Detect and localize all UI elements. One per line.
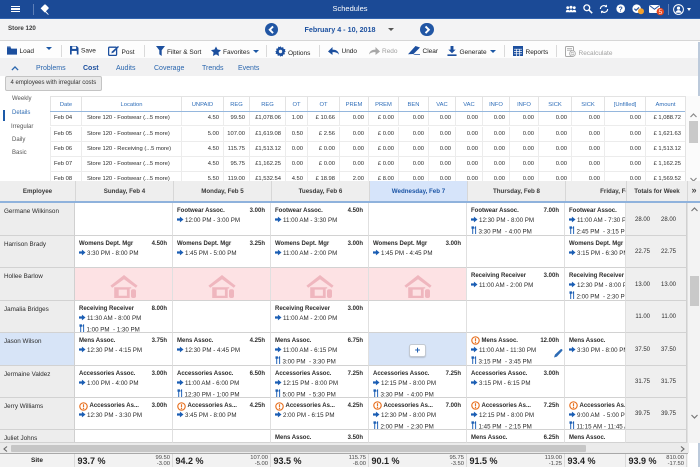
- svg-text:?: ?: [619, 6, 623, 13]
- svg-text:5: 5: [658, 9, 662, 16]
